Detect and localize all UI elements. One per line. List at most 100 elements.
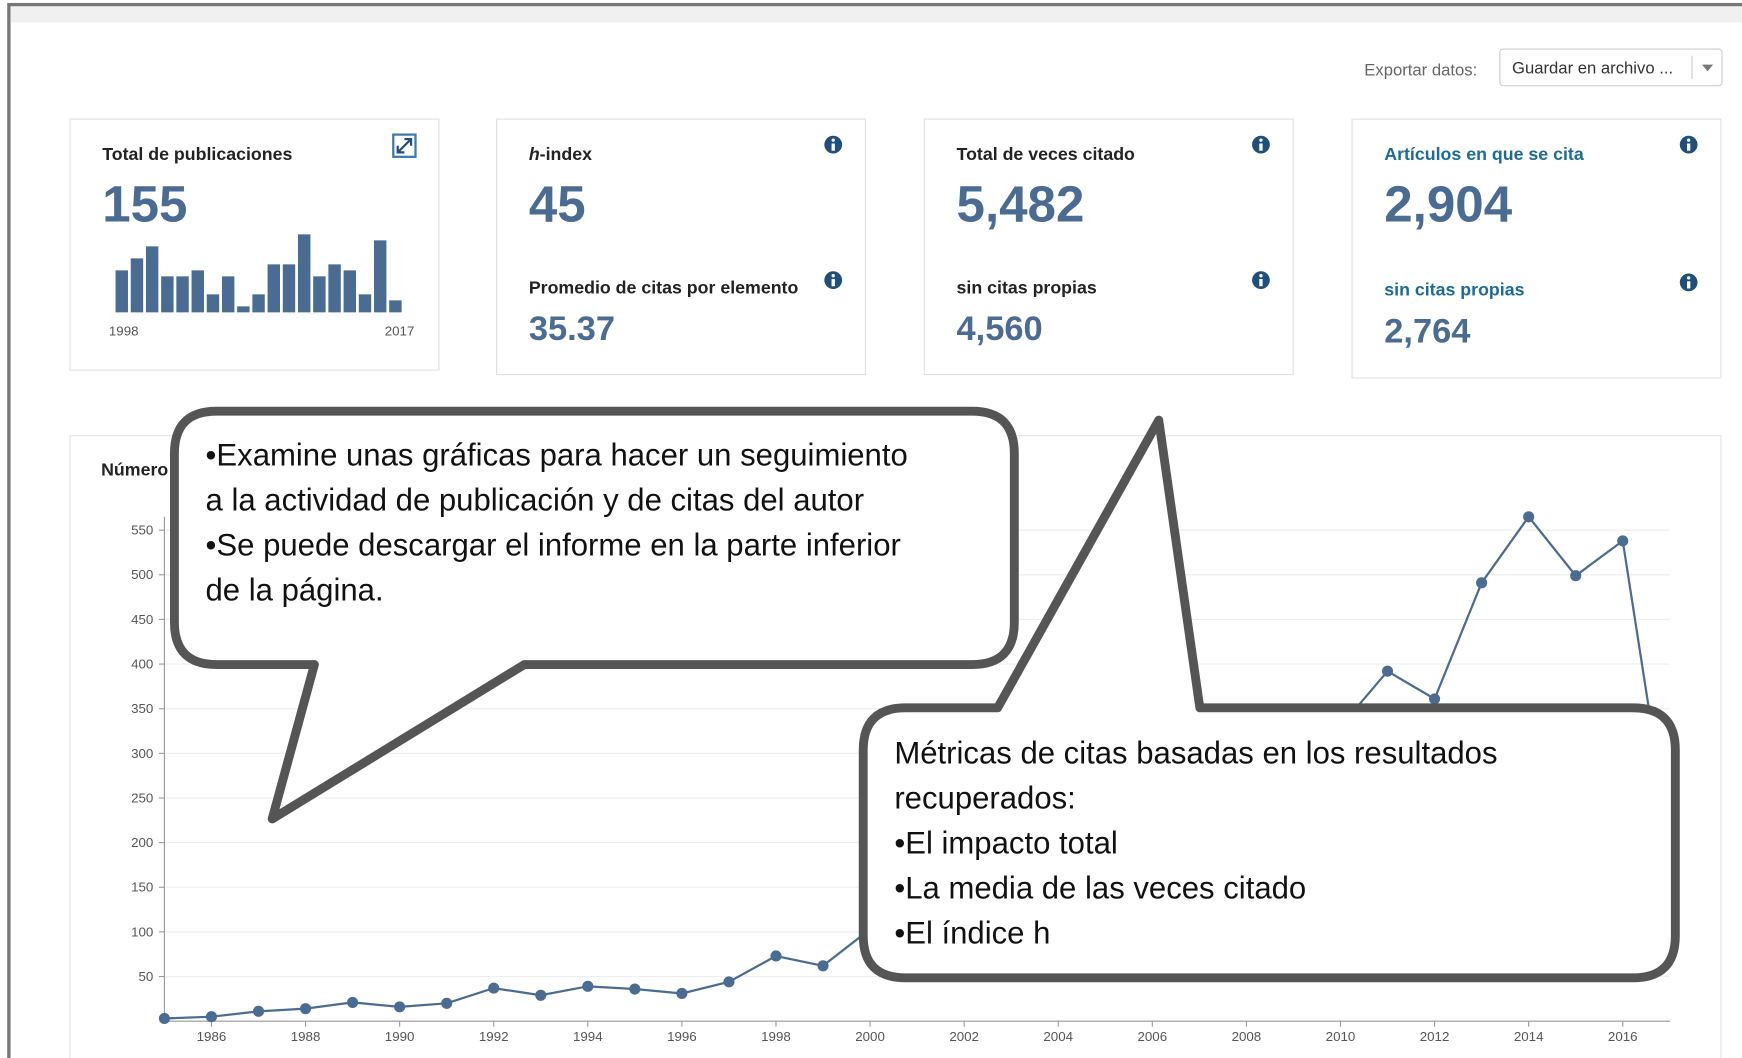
select-arrow [1702,64,1714,72]
card-title: Artículos en que se cita [1384,144,1584,164]
info-bar [831,143,835,151]
x-tick-label: 2000 [855,1029,885,1044]
point [723,976,735,988]
spark-bar [389,300,402,313]
spark-bar [313,276,326,313]
info-dot [831,274,835,278]
callout-line: a la actividad de publicación y de citas… [206,483,865,518]
x-tick-label: 1990 [385,1029,415,1044]
point [1429,693,1441,705]
spark-bar [328,264,341,313]
title-text: Artículos en que se cita [1384,144,1584,164]
y-tick-label: 550 [131,523,153,538]
info-bar [1259,279,1263,287]
y-tick-label: 500 [131,567,153,582]
x-tick-label: 2006 [1137,1029,1167,1044]
callout-bubble [169,406,1019,824]
title-text: Total de veces citado [957,144,1136,164]
info-dot [831,138,835,142]
x-tick-label: 2002 [949,1029,979,1044]
callout-line: •La media de las veces citado [894,870,1306,905]
card-value: 45 [529,175,586,232]
info-bar [831,279,835,287]
info-bar [1687,281,1691,289]
callout-line: de la página. [206,573,384,608]
select-box[interactable] [1499,48,1723,87]
point [158,1012,170,1025]
y-tick-label: 50 [138,969,153,984]
card-value: 155 [102,175,187,232]
spark-bar [191,270,204,313]
point [488,982,500,994]
card-title: h-index [529,144,592,164]
info-bar [1259,143,1263,151]
x-tick-label: 1986 [197,1029,227,1044]
point [535,989,547,1001]
info-dot [1687,276,1691,280]
card-title: Total de veces citado [957,144,1136,164]
x-tick-label: 2008 [1232,1029,1262,1044]
card-subvalue: 4,560 [957,310,1043,348]
point [1381,665,1394,677]
x-tick-label: 1996 [667,1029,697,1044]
title-text: Total de publicaciones [102,144,292,164]
card-title: Total de publicaciones [102,144,292,164]
spark-end: 2017 [385,324,415,339]
export-select[interactable]: Guardar en archivo ... [1499,48,1723,87]
title-text: -index [540,144,592,164]
card-subtitle: sin citas propias [1384,280,1524,300]
point [817,960,829,972]
title-italic: h [529,144,540,164]
info-dot [1687,138,1691,142]
spark-bar [358,294,372,313]
callout-line: recuperados: [894,780,1075,815]
point [1570,570,1582,582]
card-subvalue: 35.37 [529,310,615,348]
spark-bar [206,294,220,313]
spark-bar [145,246,159,313]
spark-start: 1998 [109,324,139,339]
callout-line: •El índice h [894,915,1050,950]
spark-bar [176,276,189,313]
card-subtitle: Promedio de citas por elemento [529,277,799,297]
x-tick-label: 1998 [761,1029,791,1044]
spark-bar [252,294,265,313]
top-bar [11,6,1742,23]
point [629,983,641,995]
x-tick-label: 2010 [1326,1029,1356,1044]
callout-line: Métricas de citas basadas en los resulta… [894,735,1497,770]
callout-line: •Se puede descargar el informe en la par… [206,528,901,563]
info-bar [1687,143,1691,151]
callout-bubble [858,415,1680,983]
point [205,1011,218,1023]
point [394,1001,406,1013]
card-subvalue: 2,764 [1384,312,1470,350]
metric-card [1351,118,1722,379]
spark-bar [130,258,144,313]
point [347,996,359,1008]
callout-line: •Examine unas gráficas para hacer un seg… [206,438,908,473]
y-tick-label: 200 [131,835,153,850]
callout-line: •El impacto total [894,825,1117,860]
point [299,1003,312,1015]
point [582,980,594,992]
x-tick-label: 1992 [479,1029,509,1044]
card-value: 2,904 [1384,175,1512,232]
metric-card [923,118,1294,376]
spark-bar [343,270,357,313]
y-tick-label: 450 [131,612,153,627]
point [676,987,688,1000]
point [1617,535,1629,547]
point [252,1005,265,1017]
spark-bar [237,306,250,313]
spark-bar [115,270,128,313]
spark-bar [282,264,296,313]
spark-bar [161,276,174,313]
metric-card [496,118,867,376]
select-text[interactable]: Guardar en archivo ... [1512,59,1673,78]
spark-bar [297,234,311,313]
y-tick-label: 400 [131,657,153,672]
export-label: Exportar datos: [1364,61,1477,80]
point [770,950,782,962]
